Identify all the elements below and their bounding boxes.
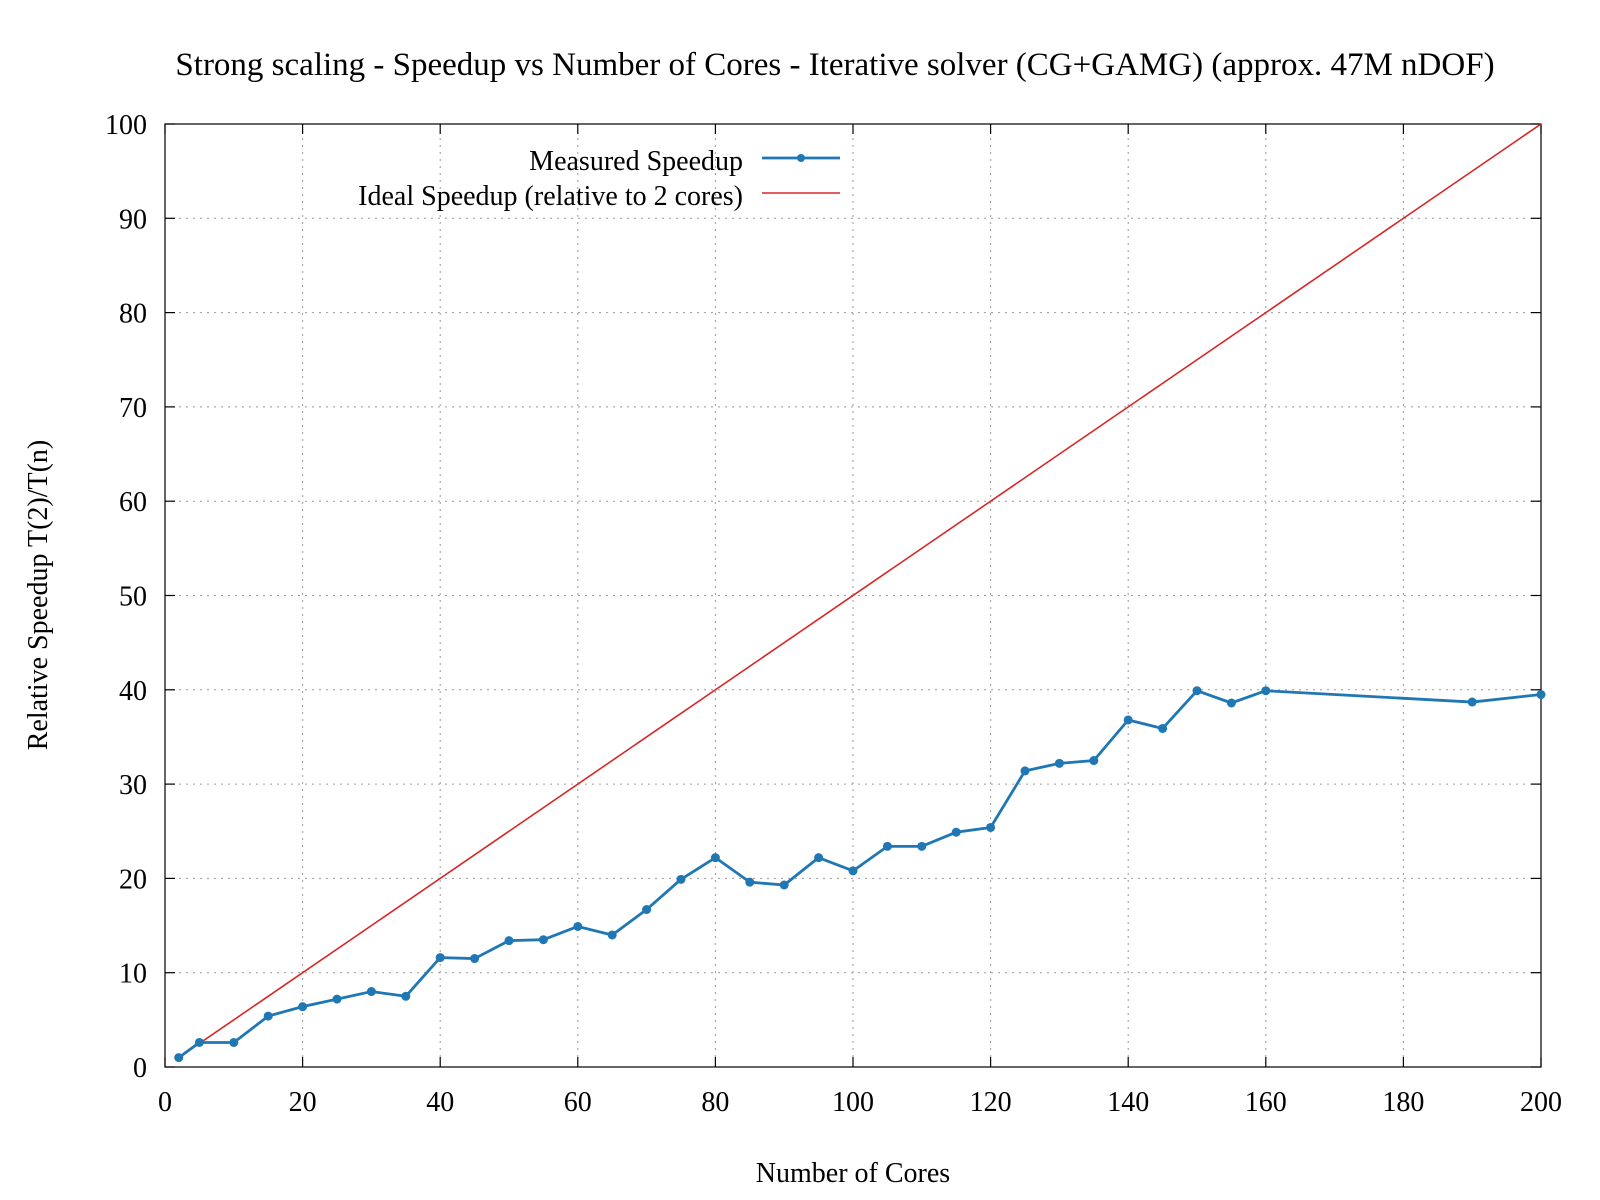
measured-speedup-point xyxy=(710,853,720,863)
measured-speedup-point xyxy=(229,1037,239,1047)
data-series xyxy=(174,123,1546,1063)
measured-speedup-point xyxy=(435,953,445,963)
axis-ticks: 0 20 40 60 80 100 120 140 160 180 200 0 10 20 30 40 50 60… xyxy=(105,110,1562,1118)
legend-marker-measured xyxy=(797,154,805,162)
measured-speedup-point xyxy=(1261,686,1271,696)
y-axis-label: Relative Speedup T(2)/T(n) xyxy=(23,440,54,751)
measured-speedup-point xyxy=(676,874,686,884)
y-tick-label: 30 xyxy=(119,770,147,801)
measured-speedup-point xyxy=(607,930,617,940)
measured-speedup-point xyxy=(814,853,824,863)
y-tick-label: 10 xyxy=(119,959,147,990)
legend-label-ideal: Ideal Speedup (relative to 2 cores) xyxy=(358,181,743,212)
measured-speedup-point xyxy=(470,954,480,964)
x-tick-label: 60 xyxy=(564,1087,592,1118)
legend: Measured Speedup Ideal Speedup (relative… xyxy=(358,146,840,212)
measured-speedup-point xyxy=(642,905,652,915)
y-tick-label: 100 xyxy=(105,110,147,141)
measured-speedup-point xyxy=(401,991,411,1001)
measured-speedup-point xyxy=(332,994,342,1004)
x-tick-label: 100 xyxy=(832,1087,874,1118)
measured-speedup-point xyxy=(986,822,996,832)
x-tick-label: 140 xyxy=(1107,1087,1149,1118)
plot-frame xyxy=(164,123,1542,1068)
measured-speedup-point xyxy=(174,1053,184,1063)
y-tick-label: 80 xyxy=(119,299,147,330)
x-tick-label: 40 xyxy=(426,1087,454,1118)
measured-speedup-point xyxy=(1192,686,1202,696)
y-tick-label: 20 xyxy=(119,864,147,895)
y-tick-label: 40 xyxy=(119,676,147,707)
x-tick-label: 160 xyxy=(1245,1087,1287,1118)
y-tick-label: 60 xyxy=(119,487,147,518)
measured-speedup-point xyxy=(1536,690,1546,700)
chart-title: Strong scaling - Speedup vs Number of Co… xyxy=(175,47,1494,83)
measured-speedup-point xyxy=(779,880,789,890)
measured-speedup-point xyxy=(1089,756,1099,766)
y-tick-label: 90 xyxy=(119,204,147,235)
measured-speedup-point xyxy=(538,935,548,945)
measured-speedup-point xyxy=(917,841,927,851)
measured-speedup-point xyxy=(504,936,514,946)
measured-speedup-point xyxy=(263,1011,273,1021)
measured-speedup-point xyxy=(882,841,892,851)
x-tick-label: 0 xyxy=(158,1087,172,1118)
measured-speedup-point xyxy=(194,1037,204,1047)
measured-speedup-point xyxy=(366,987,376,997)
x-tick-label: 200 xyxy=(1520,1087,1562,1118)
y-tick-label: 70 xyxy=(119,393,147,424)
measured-speedup-point xyxy=(1020,766,1030,776)
measured-speedup-point xyxy=(1226,698,1236,708)
y-tick-label: 0 xyxy=(133,1053,147,1084)
x-tick-label: 120 xyxy=(970,1087,1012,1118)
measured-speedup-line xyxy=(177,689,1542,1059)
legend-label-measured: Measured Speedup xyxy=(529,146,743,177)
measured-speedup-point xyxy=(1054,758,1064,768)
ideal-speedup-line xyxy=(178,123,1542,1059)
x-tick-label: 180 xyxy=(1382,1087,1424,1118)
x-tick-label: 80 xyxy=(701,1087,729,1118)
measured-speedup-point xyxy=(1123,715,1133,725)
x-axis-label: Number of Cores xyxy=(756,1158,950,1189)
y-tick-label: 50 xyxy=(119,582,147,613)
measured-speedup-point xyxy=(573,921,583,931)
measured-speedup-point xyxy=(1158,723,1168,733)
measured-speedup-point xyxy=(951,827,961,837)
measured-speedup-point xyxy=(298,1002,308,1012)
x-tick-label: 20 xyxy=(289,1087,317,1118)
measured-speedup-point xyxy=(1467,697,1477,707)
measured-speedup-point xyxy=(848,866,858,876)
measured-speedup-point xyxy=(745,877,755,887)
